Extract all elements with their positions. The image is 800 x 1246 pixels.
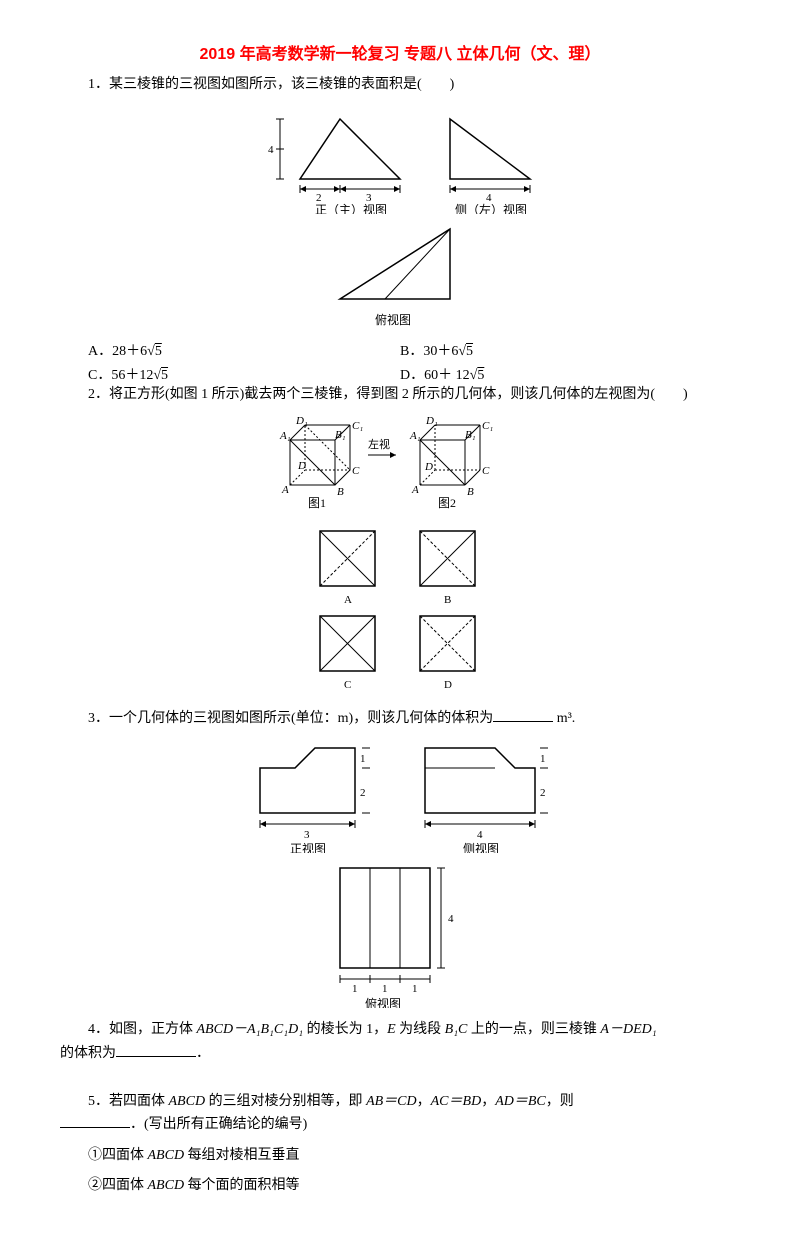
svg-text:图2: 图2 [438,496,456,510]
svg-text:C: C [344,679,351,691]
svg-text:D: D [444,679,452,691]
opt-d: D．60＋ 12 [400,368,470,383]
svg-text:B: B [337,486,344,498]
svg-text:左视: 左视 [368,437,390,451]
blank-2 [116,1042,196,1057]
problem-2-figure-main: A B C D A₁ B₁ C₁ D₁ 图1 左视 [60,415,740,520]
svg-text:1: 1 [382,983,388,995]
svg-text:侧（左）视图: 侧（左）视图 [455,202,527,214]
svg-text:A: A [411,484,419,496]
blank-3 [60,1113,130,1128]
svg-text:2: 2 [360,787,366,799]
problem-2-options-fig: A B C D [60,526,740,701]
svg-text:4: 4 [477,829,483,841]
svg-text:图1: 图1 [308,496,326,510]
svg-text:侧视图: 侧视图 [463,841,499,853]
svg-text:1: 1 [412,983,418,995]
svg-text:B: B [467,486,474,498]
svg-text:D: D [424,461,433,473]
svg-text:正视图: 正视图 [290,841,326,853]
svg-text:1: 1 [540,753,546,765]
svg-text:正（主）视图: 正（主）视图 [315,202,387,214]
svg-text:A: A [344,594,352,606]
svg-text:4: 4 [268,144,274,156]
page-title: 2019 年高考数学新一轮复习 专题八 立体几何（文、理） [60,40,740,64]
problem-2-text: 2．将正方形(如图 1 所示)截去两个三棱锥，得到图 2 所示的几何体，则该几何… [60,384,740,406]
problem-5-sub1: ①四面体 ABCD 每组对棱相互垂直 [60,1145,740,1167]
svg-text:B₁: B₁ [335,429,346,441]
problem-1-figure: 4 2 3 正（主）视图 [60,104,740,334]
svg-text:C₁: C₁ [352,420,363,432]
opt-a: A．28＋6 [88,344,147,359]
svg-text:3: 3 [304,829,310,841]
svg-text:D: D [297,460,306,472]
problem-5-sub2: ②四面体 ABCD 每个面的面积相等 [60,1175,740,1197]
svg-text:俯视图: 俯视图 [375,312,411,327]
svg-text:B₁: B₁ [465,429,476,441]
problem-1-options: A．28＋6√5 B．30＋6√5 [60,340,740,360]
svg-text:1: 1 [360,753,366,765]
svg-text:C₁: C₁ [482,420,493,432]
problem-1-text: 1．某三棱锥的三视图如图所示，该三棱锥的表面积是( ) [60,74,740,96]
svg-text:俯视图: 俯视图 [365,996,401,1008]
blank-1 [493,707,553,722]
problem-3-figure: 1 2 3 正视图 1 2 [60,738,740,1013]
problem-3-text: 3．一个几何体的三视图如图所示(单位：m)，则该几何体的体积为 m³. [60,707,740,730]
svg-text:B: B [444,594,451,606]
problem-5-text: 5．若四面体 ABCD 的三组对棱分别相等，即 AB＝CD，AC＝BD，AD＝B… [60,1091,740,1137]
svg-text:4: 4 [448,913,454,925]
svg-text:A₁: A₁ [279,430,291,442]
svg-text:D₁: D₁ [295,415,308,427]
svg-text:2: 2 [540,787,546,799]
svg-text:C: C [352,465,360,477]
svg-text:C: C [482,465,490,477]
svg-text:A: A [281,484,289,496]
problem-4-text: 4．如图，正方体 ABCD－A₁B₁C₁D₁ 的棱长为 1，E 为线段 B₁C … [60,1019,740,1065]
svg-text:A₁: A₁ [409,430,421,442]
svg-text:D₁: D₁ [425,415,438,427]
opt-c: C．56＋12 [88,368,153,383]
opt-b: B．30＋6 [400,344,458,359]
svg-text:1: 1 [352,983,358,995]
